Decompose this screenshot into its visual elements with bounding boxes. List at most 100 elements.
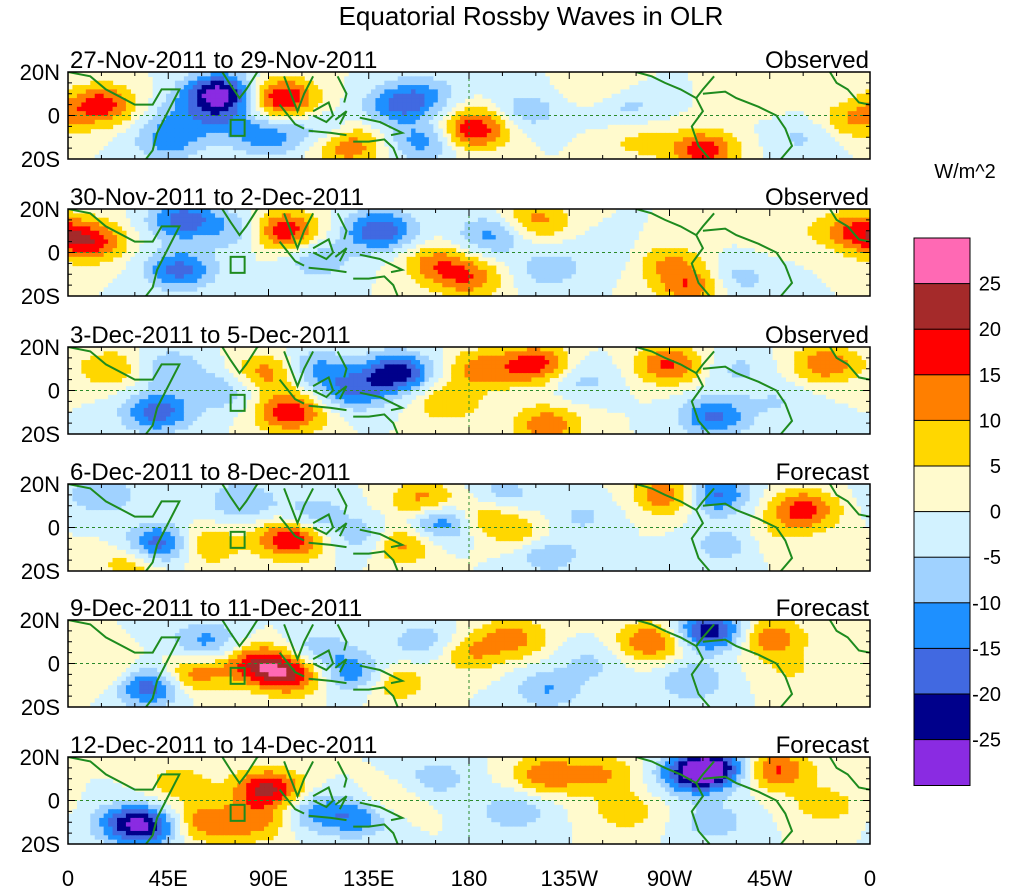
heatmap-cell: [616, 111, 622, 117]
heatmap-cell: [856, 213, 862, 219]
heatmap-cell: [192, 235, 198, 241]
heatmap-cell: [736, 282, 742, 288]
heatmap-cell: [290, 102, 296, 108]
heatmap-cell: [812, 128, 818, 134]
heatmap-cell: [451, 235, 457, 241]
heatmap-cell: [807, 141, 813, 147]
heatmap-cell: [856, 124, 862, 130]
heatmap-cell: [108, 115, 114, 121]
heatmap-cell: [722, 282, 729, 288]
heatmap-cell: [678, 252, 684, 258]
heatmap-cell: [584, 265, 590, 271]
heatmap-cell: [491, 243, 497, 249]
heatmap-cell: [68, 243, 74, 249]
heatmap-cell: [526, 89, 532, 95]
heatmap-cell: [295, 141, 301, 147]
heatmap-cell: [402, 76, 408, 82]
heatmap-cell: [660, 269, 666, 275]
heatmap-cell: [295, 291, 301, 296]
heatmap-cell: [366, 248, 372, 254]
heatmap-cell: [477, 209, 483, 214]
heatmap-cell: [290, 128, 296, 134]
heatmap-cell: [219, 291, 225, 296]
coastline: [353, 138, 399, 159]
heatmap-cell: [469, 209, 475, 214]
heatmap-cell: [500, 141, 506, 147]
heatmap-cell: [696, 274, 702, 280]
heatmap-cell: [357, 111, 363, 117]
heatmap-cell: [691, 291, 697, 296]
heatmap-cell: [486, 124, 492, 130]
heatmap-cell: [803, 154, 809, 159]
heatmap-cell: [571, 239, 577, 245]
heatmap-cell: [143, 217, 149, 223]
heatmap-cell: [290, 141, 296, 147]
heatmap-cell: [357, 261, 363, 267]
region-box: [229, 118, 246, 137]
heatmap-cell: [651, 85, 657, 90]
heatmap-cell: [295, 230, 301, 236]
heatmap-cell: [166, 261, 172, 267]
heatmap-cell: [290, 111, 296, 117]
heatmap-cell: [81, 222, 87, 227]
heatmap-cell: [464, 93, 470, 99]
heatmap-cell: [201, 106, 207, 112]
heatmap-cell: [183, 72, 189, 77]
heatmap-cell: [861, 239, 867, 245]
heatmap-cell: [148, 124, 154, 130]
heatmap-cell: [535, 209, 541, 214]
heatmap-cell: [754, 124, 760, 130]
heatmap-cell: [317, 124, 323, 130]
heatmap-cell: [228, 287, 234, 293]
heatmap-cell: [170, 124, 176, 130]
heatmap-cell: [388, 145, 394, 151]
heatmap-cell: [206, 150, 212, 156]
heatmap-cell: [424, 137, 430, 143]
heatmap-cell: [259, 102, 265, 108]
heatmap-cell: [379, 111, 385, 117]
heatmap-cell: [357, 287, 363, 293]
heatmap-cell: [419, 145, 426, 151]
heatmap-cell: [228, 89, 234, 95]
heatmap-cell: [353, 98, 359, 104]
heatmap-cell: [656, 132, 662, 138]
heatmap-cell: [72, 85, 78, 90]
heatmap-cell: [682, 150, 688, 156]
heatmap-cell: [763, 119, 769, 125]
heatmap-cell: [264, 102, 270, 108]
heatmap-cell: [780, 132, 786, 138]
heatmap-cell: [134, 226, 140, 232]
heatmap-cell: [379, 98, 385, 104]
heatmap-cell: [482, 230, 488, 236]
heatmap-cell: [580, 239, 586, 245]
heatmap-cell: [424, 209, 430, 214]
heatmap-cell: [740, 278, 746, 284]
heatmap-cell: [469, 213, 475, 219]
heatmap-cell: [125, 106, 131, 112]
heatmap-cell: [148, 278, 154, 284]
heatmap-cell: [272, 265, 279, 271]
heatmap-cell: [415, 141, 421, 147]
heatmap-cell: [174, 287, 180, 293]
heatmap-cell: [477, 72, 483, 77]
heatmap-cell: [500, 230, 506, 236]
heatmap-cell: [838, 111, 844, 117]
heatmap-cell: [192, 278, 198, 284]
heatmap-cell: [152, 154, 158, 159]
heatmap-cell: [388, 111, 394, 117]
heatmap-cell: [370, 80, 377, 86]
heatmap-cell: [428, 119, 434, 125]
heatmap-cell: [473, 72, 479, 77]
heatmap-cell: [705, 141, 711, 147]
heatmap-cell: [388, 248, 394, 254]
heatmap-cell: [246, 106, 252, 112]
heatmap-cell: [861, 102, 867, 108]
heatmap-cell: [419, 278, 426, 284]
heatmap-cell: [281, 269, 287, 275]
heatmap-cell: [370, 154, 377, 159]
heatmap-cell: [134, 141, 140, 147]
heatmap-cell: [246, 287, 252, 293]
heatmap-cell: [433, 252, 439, 258]
heatmap-cell: [357, 248, 363, 254]
heatmap-cell: [201, 230, 207, 236]
